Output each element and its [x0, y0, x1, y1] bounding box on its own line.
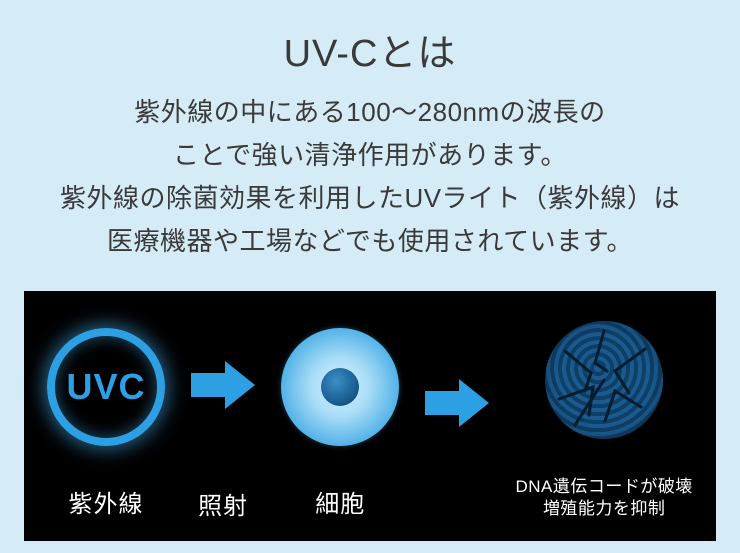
stage-cell: 細胞: [281, 291, 399, 541]
arrow-plain: [425, 291, 489, 541]
arrow-icon: [191, 291, 255, 480]
body-line: 医療機器や工場などでも使用されています。: [107, 226, 633, 256]
process-diagram: UVC 紫外線 照射 細胞: [24, 291, 716, 541]
description: 紫外線の中にある100〜280nmの波長の ことで強い清浄作用があります。 紫外…: [0, 91, 740, 263]
broken-cell-icon: [545, 321, 663, 439]
body-line: 紫外線の除菌効果を利用したUVライト（紫外線）は: [60, 183, 680, 213]
broken-label-line1: DNA遺伝コードが破壊: [515, 477, 692, 496]
arrow-label: 照射: [198, 486, 248, 521]
stage-label: DNA遺伝コードが破壊 増殖能力を抑制: [515, 476, 692, 520]
broken-label-line2: 増殖能力を抑制: [543, 499, 666, 518]
infographic-root: UV-Cとは 紫外線の中にある100〜280nmの波長の ことで強い清浄作用があ…: [0, 0, 740, 553]
arrow-shape: [425, 379, 489, 427]
uvc-badge-icon: UVC: [47, 328, 165, 446]
broken-cell-graphic: [545, 291, 663, 471]
stage-label: 細胞: [315, 489, 365, 520]
cell-graphic: [281, 291, 399, 484]
stage-uvc: UVC 紫外線: [47, 291, 165, 541]
body-line: ことで強い清浄作用があります。: [173, 140, 567, 170]
crack-lines-icon: [545, 321, 663, 439]
stage-label: 紫外線: [69, 489, 144, 520]
arrow-icon: [425, 291, 489, 515]
body-line: 紫外線の中にある100〜280nmの波長の: [134, 97, 605, 127]
cell-icon: [281, 328, 399, 446]
uvc-badge-graphic: UVC: [47, 291, 165, 484]
arrow-irradiate: 照射: [191, 291, 255, 541]
page-title: UV-Cとは: [0, 22, 740, 77]
stage-broken-cell: DNA遺伝コードが破壊 増殖能力を抑制: [515, 291, 692, 541]
arrow-shape: [191, 361, 255, 409]
